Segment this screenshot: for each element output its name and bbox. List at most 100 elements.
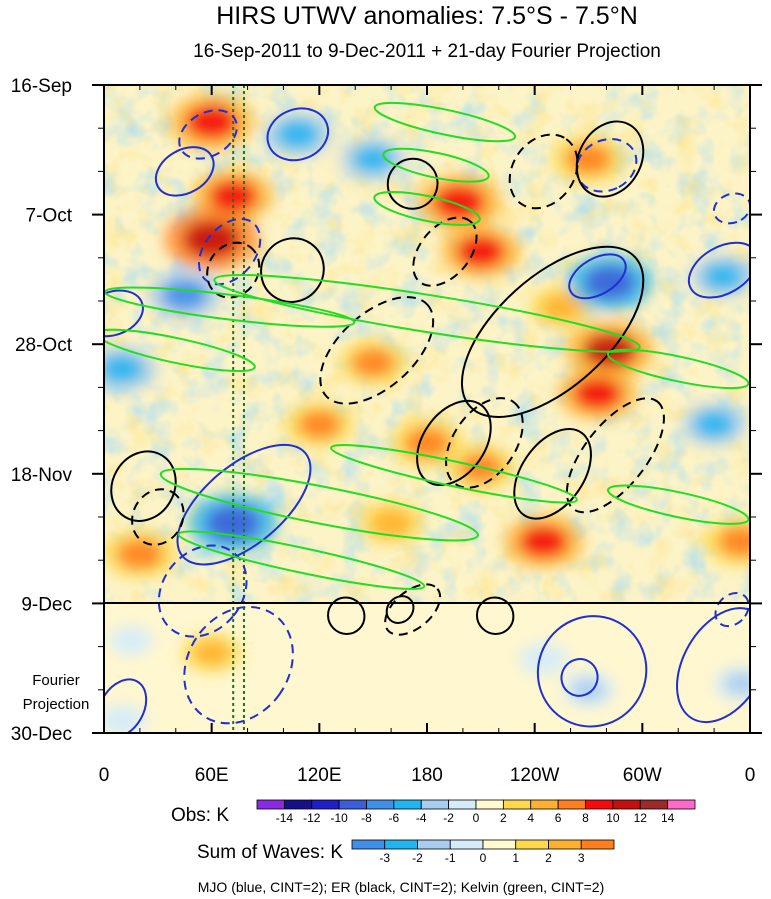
wave-legend: MJO (blue, CINT=2); ER (black, CINT=2); … <box>198 879 605 895</box>
colorbar-swatch <box>667 799 696 810</box>
anomaly-core <box>371 509 411 537</box>
er-contour-positive <box>260 237 325 303</box>
colorbar-swatch <box>580 839 615 850</box>
colorbar-swatch <box>366 799 395 810</box>
colorbar-swatch <box>639 799 669 810</box>
x-tick-label: 120E <box>297 765 341 786</box>
kelvin-contour <box>213 274 641 353</box>
kelvin-contour <box>159 467 479 542</box>
colorbar-tick-label: -8 <box>361 811 372 825</box>
anomaly-core <box>541 293 582 321</box>
anomaly-core <box>573 377 622 410</box>
chart-title: HIRS UTWV anomalies: 7.5°S - 7.5°N <box>216 2 638 30</box>
colorbar-tick-label: 0 <box>480 851 487 865</box>
er-contour-negative <box>131 488 185 546</box>
mjo-contour-positive <box>676 607 750 724</box>
kelvin-contour <box>606 484 750 525</box>
anomaly-core <box>117 538 163 570</box>
x-tick-label: 180 <box>411 765 443 786</box>
y-tick-label: 30-Dec <box>11 724 72 745</box>
colorbar-swatch <box>475 799 504 810</box>
mjo-contour-positive <box>266 107 330 162</box>
er-contour-negative <box>445 397 524 489</box>
colorbar-tick-label: -12 <box>303 811 321 825</box>
colorbar-swatch <box>482 839 517 850</box>
chart-subtitle: 16-Sep-2011 to 9-Dec-2011 + 21-day Fouri… <box>193 41 661 62</box>
anomaly-core <box>404 427 450 459</box>
colorbar-tick-label: 10 <box>606 811 620 825</box>
colorbar-swatch <box>448 799 477 810</box>
er-contour-positive <box>385 595 415 624</box>
colorbar-swatch <box>612 799 641 810</box>
y-tick-label: 16-Sep <box>11 76 72 97</box>
colorbar-swatch <box>557 799 586 810</box>
anomaly-core <box>694 411 734 438</box>
colorbar-swatch <box>311 799 340 810</box>
anomaly-core <box>106 710 138 731</box>
er-contour-positive <box>513 427 592 520</box>
kelvin-contour <box>373 190 481 226</box>
mjo-contour-positive <box>568 253 627 300</box>
er-contour-positive <box>460 245 645 418</box>
y-tick-label: 9-Dec <box>21 594 72 615</box>
colorbar-tick-label: 14 <box>661 811 675 825</box>
kelvin-contour <box>382 147 490 183</box>
colorbar-tick-label: 3 <box>578 851 585 865</box>
fourier-label-line1: Fourier <box>32 672 80 689</box>
kelvin-contour <box>330 444 578 504</box>
colorbar-swatch <box>283 799 313 810</box>
mjo-contour-positive <box>536 615 648 728</box>
mjo-contour-positive <box>104 678 148 733</box>
colorbar-tick-label: 8 <box>582 811 589 825</box>
anomaly-core <box>718 526 750 557</box>
er-contour-positive <box>110 450 177 522</box>
colorbar-tick-label: -3 <box>379 851 390 865</box>
anomaly-core <box>186 104 238 140</box>
colorbar-tick-label: -6 <box>389 811 400 825</box>
colorbar-tick-label: 0 <box>473 811 480 825</box>
y-tick-label: 28-Oct <box>15 335 73 356</box>
anomaly-core <box>583 332 638 369</box>
colorbar-tick-label: 4 <box>527 811 534 825</box>
x-tick-label: 120W <box>510 765 560 786</box>
mjo-contour-positive <box>560 658 599 697</box>
mjo-contour-negative <box>183 605 294 725</box>
colorbar-swatch <box>338 799 367 810</box>
kelvin-contour <box>104 328 256 373</box>
anomaly-core <box>193 640 231 666</box>
anomaly-core <box>519 525 568 558</box>
plot-area <box>104 85 750 733</box>
colorbar-swatch <box>351 839 386 850</box>
colorbar-tick-label: 1 <box>512 851 519 865</box>
anomaly-field <box>104 93 750 733</box>
er-contour-negative <box>565 397 665 514</box>
colorbar-swatch <box>449 839 484 850</box>
anomaly-core <box>209 180 258 213</box>
er-contour-negative <box>319 296 435 405</box>
colorbar-tick-label: 2 <box>545 851 552 865</box>
colorbar-tick-label: -2 <box>412 851 423 865</box>
colorbar-tick-label: -4 <box>416 811 427 825</box>
y-tick-label: 18-Nov <box>11 465 73 486</box>
anomaly-core <box>351 348 395 377</box>
colorbar-swatch <box>417 839 451 850</box>
anomaly-core <box>298 410 341 439</box>
kelvin-contour <box>373 101 517 143</box>
colorbar-tick-label: 12 <box>634 811 648 825</box>
anomaly-core <box>104 354 144 384</box>
colorbar-swatch <box>515 839 549 850</box>
mjo-contour-positive <box>687 241 750 299</box>
er-contour-positive <box>386 157 439 210</box>
colorbar-tick-label: 2 <box>500 811 507 825</box>
anomaly-core <box>584 265 636 300</box>
anomaly-core <box>162 279 208 310</box>
colorbar-swatch <box>548 839 582 850</box>
x-tick-label: 0 <box>745 765 756 786</box>
anomaly-core <box>565 143 612 175</box>
anomaly-core <box>183 220 241 259</box>
obs-colorbar-label: Obs: K <box>171 805 229 826</box>
kelvin-contour <box>177 530 426 590</box>
axes: 0 60E 120E 180 120W 60W 0 16-Sep 7-Oct 28-Oct 18-N… <box>11 76 762 786</box>
anomaly-core <box>456 235 505 268</box>
